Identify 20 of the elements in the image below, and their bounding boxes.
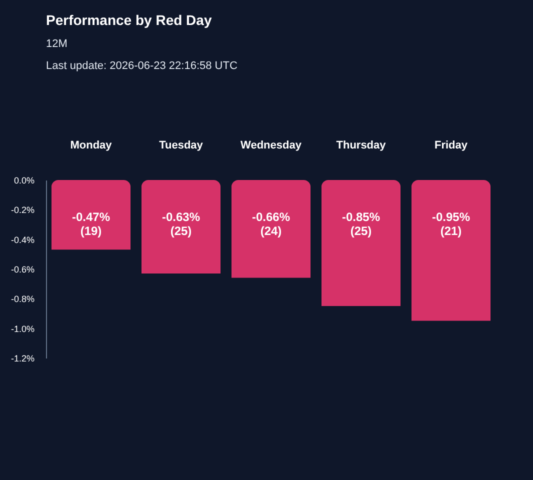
x-tick-label: Thursday <box>336 140 387 152</box>
data-label: -0.95% (21) <box>432 210 470 238</box>
x-tick-label: Wednesday <box>240 140 302 152</box>
text: Last update: 2026-06-23 22:16:58 UTC <box>46 60 238 72</box>
x-tick-label: Monday <box>70 140 113 152</box>
y-tick-label: -0.4% <box>10 234 34 245</box>
x-tick-label: Tuesday <box>159 140 204 152</box>
data-label: -0.85% (25) <box>342 210 380 238</box>
x-tick-label: Friday <box>434 140 468 152</box>
data-label: -0.66% (24) <box>252 210 290 238</box>
y-tick-label: -1.0% <box>10 324 34 334</box>
y-tick-label: 0.0% <box>14 176 34 186</box>
y-tick-label: -1.2% <box>10 354 34 364</box>
data-label: -0.63% (25) <box>162 210 200 238</box>
chart-title: Performance by Red Day <box>46 12 212 28</box>
chart-subtitle: 12M <box>46 38 68 50</box>
data-label: -0.47% (19) <box>72 210 110 238</box>
y-tick-label: -0.6% <box>10 264 34 274</box>
y-tick-label: -0.2% <box>10 205 34 216</box>
y-tick-label: -0.8% <box>10 294 34 304</box>
